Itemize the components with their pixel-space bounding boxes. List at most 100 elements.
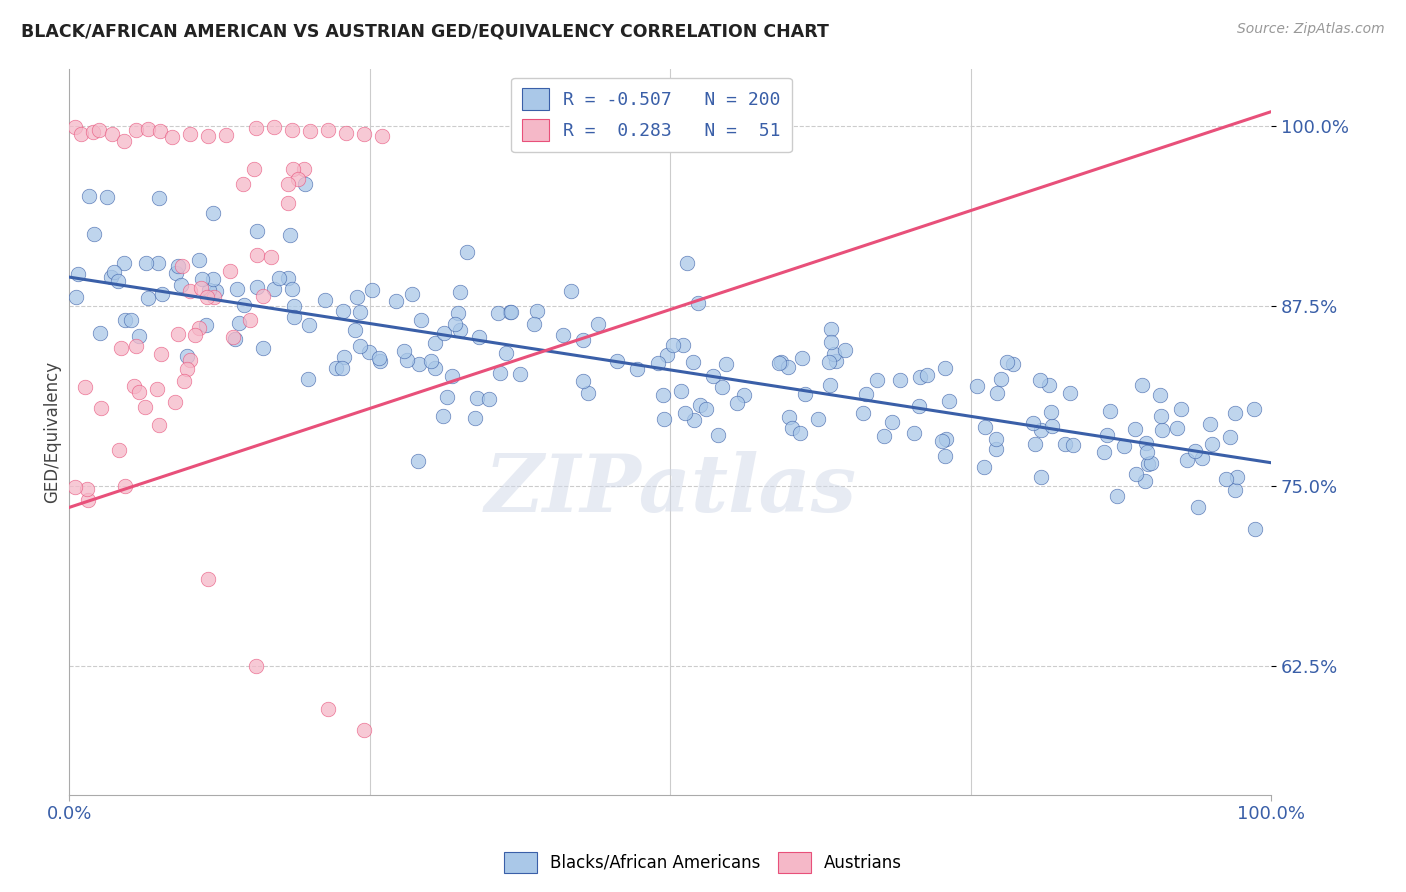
Point [1125, 467, 1147, 481]
Point [124, 123, 146, 137]
Point [449, 285, 471, 299]
Point [509, 367, 531, 381]
Point [243, 162, 266, 177]
Point [662, 338, 685, 352]
Point [187, 321, 209, 335]
Point [150, 347, 173, 361]
Point [202, 206, 225, 220]
Point [278, 227, 301, 242]
Point [114, 313, 136, 327]
Point [316, 123, 339, 137]
Point [394, 344, 416, 359]
Point [778, 410, 800, 425]
Point [330, 361, 353, 376]
Point [224, 332, 246, 346]
Y-axis label: GED/Equivalency: GED/Equivalency [44, 360, 60, 503]
Point [1223, 407, 1246, 421]
Point [128, 329, 150, 343]
Point [423, 336, 446, 351]
Point [128, 385, 150, 400]
Text: ZIPatlas: ZIPatlas [484, 451, 856, 529]
Point [495, 346, 517, 360]
Point [179, 127, 201, 141]
Point [353, 127, 375, 141]
Point [370, 353, 392, 368]
Legend: Blacks/African Americans, Austrians: Blacks/African Americans, Austrians [498, 846, 908, 880]
Point [1201, 437, 1223, 451]
Point [136, 291, 159, 305]
Point [626, 362, 648, 376]
Point [908, 399, 931, 413]
Point [148, 124, 170, 138]
Point [910, 369, 932, 384]
Point [239, 312, 262, 326]
Point [281, 123, 304, 137]
Point [572, 333, 595, 347]
Point [654, 412, 676, 426]
Point [1062, 437, 1084, 451]
Point [1152, 423, 1174, 437]
Point [332, 304, 354, 318]
Point [349, 305, 371, 319]
Point [190, 281, 212, 295]
Point [349, 339, 371, 353]
Point [1223, 483, 1246, 498]
Point [167, 260, 190, 274]
Point [1187, 500, 1209, 514]
Point [245, 120, 267, 135]
Point [314, 293, 336, 307]
Point [66, 267, 89, 281]
Point [176, 362, 198, 376]
Point [219, 264, 242, 278]
Point [408, 357, 430, 371]
Point [150, 286, 173, 301]
Point [202, 272, 225, 286]
Point [790, 351, 813, 365]
Point [246, 224, 269, 238]
Point [277, 195, 299, 210]
Point [1135, 436, 1157, 450]
Point [669, 384, 692, 398]
Point [401, 286, 423, 301]
Point [361, 283, 384, 297]
Point [578, 386, 600, 401]
Point [384, 294, 406, 309]
Point [695, 401, 717, 416]
Point [221, 330, 243, 344]
Point [215, 128, 238, 142]
Point [1215, 473, 1237, 487]
Point [1136, 445, 1159, 459]
Text: Source: ZipAtlas.com: Source: ZipAtlas.com [1237, 22, 1385, 37]
Point [880, 415, 903, 429]
Point [205, 284, 228, 298]
Point [1140, 456, 1163, 470]
Point [82, 125, 104, 139]
Point [194, 318, 217, 333]
Point [107, 443, 129, 458]
Point [395, 353, 418, 368]
Point [267, 270, 290, 285]
Point [851, 406, 873, 420]
Point [197, 572, 219, 586]
Point [170, 277, 193, 292]
Point [65, 480, 87, 494]
Point [1191, 451, 1213, 466]
Point [232, 177, 254, 191]
Point [136, 122, 159, 136]
Point [440, 368, 463, 383]
Point [780, 421, 803, 435]
Point [368, 351, 391, 366]
Point [702, 368, 724, 383]
Point [834, 343, 856, 358]
Point [710, 380, 733, 394]
Point [283, 310, 305, 324]
Point [478, 392, 501, 406]
Point [83, 227, 105, 242]
Point [325, 361, 347, 376]
Point [297, 372, 319, 386]
Point [1059, 385, 1081, 400]
Point [90, 401, 112, 415]
Point [682, 355, 704, 369]
Point [1029, 423, 1052, 437]
Point [1226, 470, 1249, 484]
